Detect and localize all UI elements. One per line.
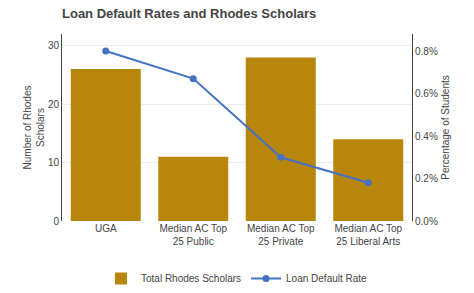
svg-text:30: 30 (48, 40, 60, 51)
svg-text:Loan Default Rates and Rhodes: Loan Default Rates and Rhodes Scholars (62, 6, 316, 21)
svg-text:0.8%: 0.8% (415, 46, 438, 57)
svg-text:0.4%: 0.4% (415, 131, 438, 142)
svg-text:Median AC Top25 Private: Median AC Top25 Private (247, 223, 315, 247)
svg-text:0.0%: 0.0% (415, 216, 438, 227)
svg-text:0.6%: 0.6% (415, 88, 438, 99)
svg-text:Number of RhodesScholars: Number of RhodesScholars (22, 86, 46, 170)
svg-text:Total Rhodes Scholars: Total Rhodes Scholars (141, 273, 241, 284)
svg-text:Median AC Top25 Liberal Arts: Median AC Top25 Liberal Arts (334, 223, 402, 247)
svg-text:0.2%: 0.2% (415, 173, 438, 184)
svg-text:0: 0 (53, 216, 59, 227)
svg-text:Percentage of Students: Percentage of Students (440, 75, 451, 180)
svg-text:Loan Default Rate: Loan Default Rate (286, 273, 367, 284)
svg-text:UGA: UGA (95, 223, 117, 234)
svg-text:20: 20 (48, 99, 60, 110)
svg-text:10: 10 (48, 157, 60, 168)
svg-text:Median AC Top25 Public: Median AC Top25 Public (159, 223, 227, 247)
